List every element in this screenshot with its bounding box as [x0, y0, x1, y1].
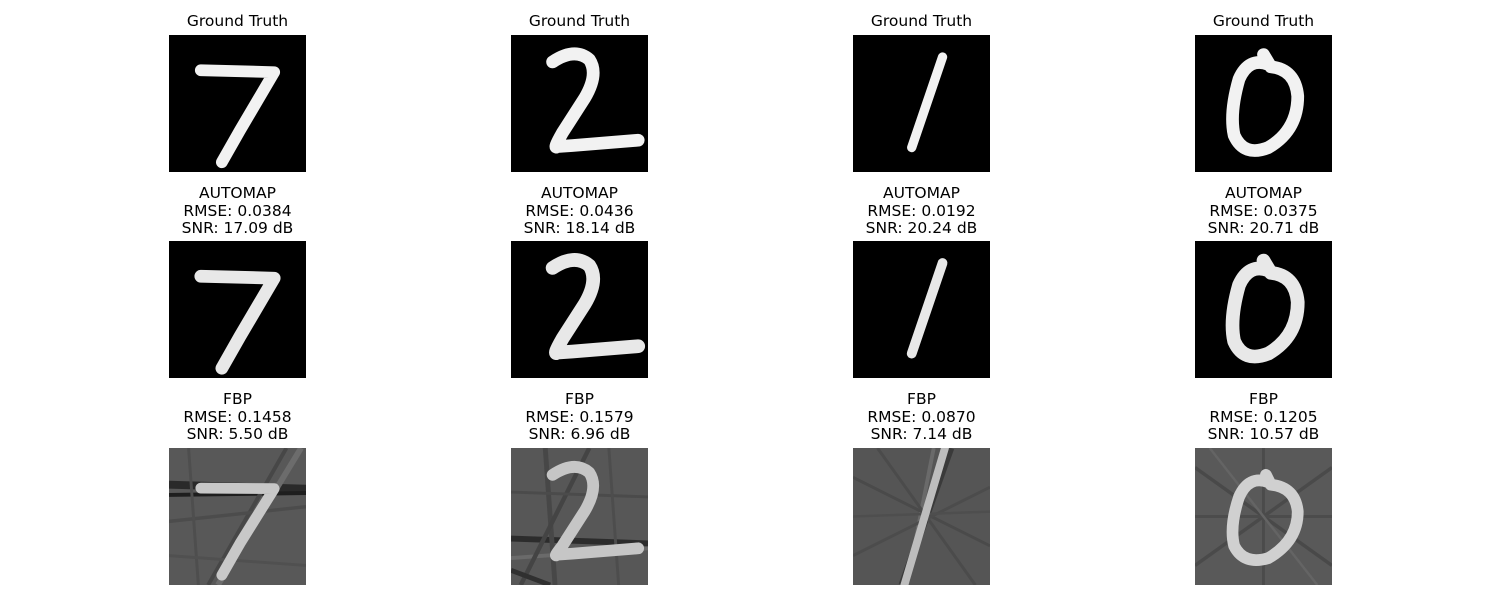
digit-image-0 [1195, 241, 1332, 378]
digit-image-2 [511, 35, 648, 172]
digit-1-shape [906, 258, 948, 359]
digit-image-7 [169, 35, 306, 172]
digit-7-shape [194, 269, 281, 375]
digit-image-1 [853, 241, 990, 378]
panel-title: AUTOMAP RMSE: 0.0192 SNR: 20.24 dB [865, 184, 978, 237]
panel-title: FBP RMSE: 0.1205 SNR: 10.57 dB [1207, 390, 1320, 443]
digit-0-shape [1195, 448, 1332, 585]
digit-image-2 [511, 241, 648, 378]
digit-7-shape [194, 64, 281, 169]
digit-image-2 [511, 448, 648, 585]
digit-0-shape [1225, 253, 1305, 364]
digit-1-shape [907, 52, 948, 153]
panel-title: AUTOMAP RMSE: 0.0384 SNR: 17.09 dB [181, 184, 294, 237]
digit-image-0 [1195, 448, 1332, 585]
panel-title: Ground Truth [1212, 12, 1315, 30]
digit-image-1 [853, 35, 990, 172]
panel-title: AUTOMAP RMSE: 0.0436 SNR: 18.14 dB [523, 184, 636, 237]
digit-image-7 [169, 241, 306, 378]
digit-1-shape [853, 448, 990, 585]
digit-image-7 [169, 448, 306, 585]
digit-image-0 [1195, 35, 1332, 172]
digit-2-shape [545, 253, 646, 360]
panel-title: FBP RMSE: 0.1458 SNR: 5.50 dB [183, 390, 292, 443]
panel-title: Ground Truth [870, 12, 973, 30]
digit-2-shape [511, 448, 648, 585]
digit-0-shape [1226, 48, 1305, 157]
panel-title: AUTOMAP RMSE: 0.0375 SNR: 20.71 dB [1207, 184, 1320, 237]
digit-2-shape [546, 47, 645, 154]
panel-title: Ground Truth [528, 12, 631, 30]
digit-image-1 [853, 448, 990, 585]
panel-title: FBP RMSE: 0.1579 SNR: 6.96 dB [525, 390, 634, 443]
digit-7-shape [169, 448, 306, 585]
panel-title: FBP RMSE: 0.0870 SNR: 7.14 dB [867, 390, 976, 443]
panel-title: Ground Truth [186, 12, 289, 30]
